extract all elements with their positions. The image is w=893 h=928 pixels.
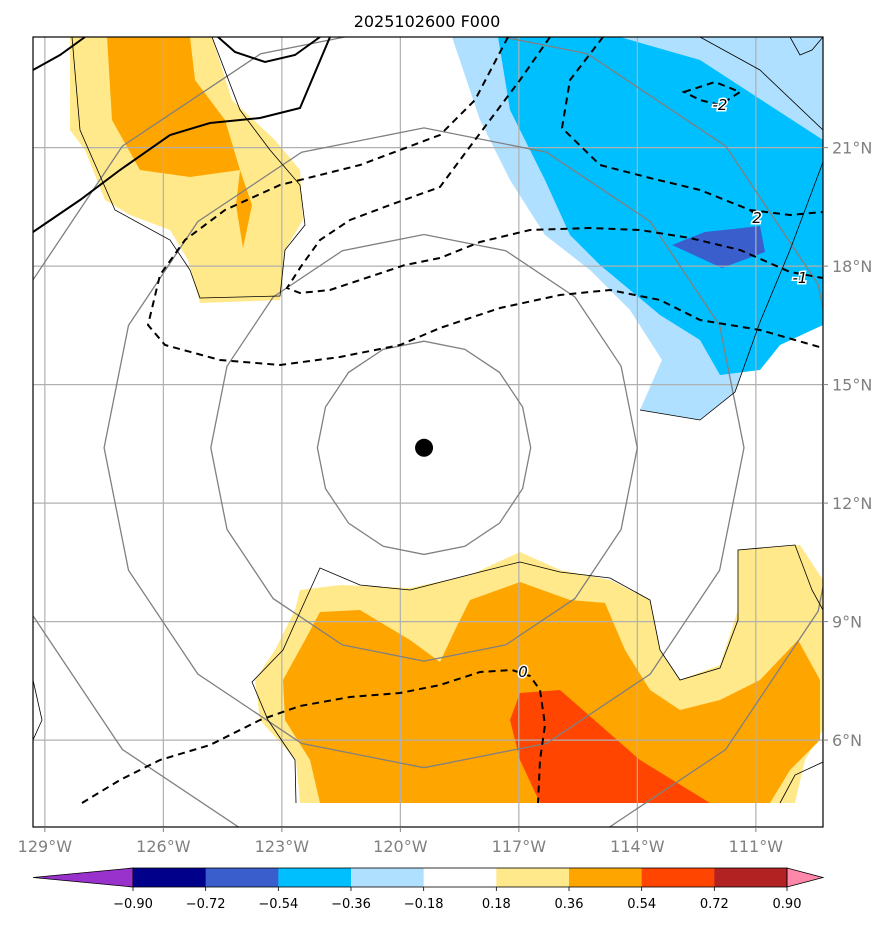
dashed-contour-zero	[81, 668, 547, 804]
colorbar-tick-label-1: −0.72	[186, 897, 226, 912]
y-tick-label-4: 18°N	[832, 257, 872, 276]
map-area: 2 -2 -1 0	[33, 37, 823, 827]
colorbar-frame	[132, 867, 788, 888]
chart-title: 2025102600 F000	[354, 12, 501, 31]
range-ring-3	[33, 37, 823, 827]
solid-contour-2	[33, 37, 331, 233]
x-tick-label-1: 126°W	[136, 837, 191, 856]
colorbar-bin-1	[205, 868, 279, 887]
thin-outline-nw	[71, 37, 306, 299]
x-tick-label-4: 117°W	[492, 837, 547, 856]
x-tick-label-5: 114°W	[610, 837, 665, 856]
y-axis-ticks: 6°N 9°N 12°N 15°N 18°N 21°N	[823, 139, 872, 750]
dashed-contour-m1-inner	[285, 37, 823, 295]
colorbar-tick-label-9: 0.90	[773, 897, 802, 912]
y-tick-label-0: 6°N	[832, 731, 862, 750]
contour-label-2: -1	[793, 269, 808, 287]
y-tick-label-1: 9°N	[832, 613, 862, 632]
colorbar-bin-5	[496, 868, 570, 887]
range-ring-0	[316, 340, 532, 556]
thin-outline-south	[251, 544, 823, 804]
y-tick-label-2: 12°N	[832, 494, 872, 513]
solid-contour-1	[33, 37, 86, 71]
colorbar-extend-max	[786, 867, 825, 888]
range-rings	[33, 37, 823, 827]
positive-shading-nw-mid	[107, 37, 240, 177]
thin-outline-corner	[789, 37, 823, 56]
colorbar-tick-label-5: 0.18	[482, 897, 511, 912]
contour-label-1: -2	[713, 96, 728, 114]
colorbar-tick-label-2: −0.54	[258, 897, 298, 912]
colorbar-tick-label-0: −0.90	[113, 897, 153, 912]
colorbar-bin-6	[569, 868, 643, 887]
colorbar-bin-4	[423, 868, 497, 887]
map-frame	[32, 36, 824, 828]
contour-labels: 2 -2 -1 0	[517, 95, 809, 683]
x-tick-label-2: 123°W	[255, 837, 310, 856]
positive-shading-nw-tongue	[236, 170, 252, 248]
colorbar-bin-3	[351, 868, 425, 887]
lat-lon-grid	[33, 37, 823, 827]
thin-outline-ne	[639, 161, 823, 421]
colorbar-bin-8	[714, 868, 788, 887]
colorbar-tick-label-4: −0.18	[404, 897, 444, 912]
colorbar-tick-label-3: −0.36	[331, 897, 371, 912]
x-tick-label-3: 120°W	[373, 837, 428, 856]
dashed-contour-short	[749, 209, 761, 219]
colorbar-bin-0	[133, 868, 207, 887]
contour-label-3: 0	[518, 663, 528, 681]
x-axis-ticks: 129°W 126°W 123°W 120°W 117°W 114°W 111°W	[18, 827, 784, 856]
positive-shading-south-dark	[510, 690, 710, 803]
colorbar-tick-label-8: 0.72	[700, 897, 729, 912]
thin-outline-se	[779, 761, 823, 804]
contour-label-0: 2	[752, 209, 762, 227]
x-tick-label-6: 111°W	[729, 837, 784, 856]
x-tick-label-0: 129°W	[18, 837, 73, 856]
y-tick-label-3: 15°N	[832, 376, 872, 395]
negative-shading-ne-dark	[672, 226, 765, 268]
dashed-contour-m2	[560, 37, 823, 217]
colorbar-tick-label-7: 0.54	[627, 897, 656, 912]
negative-shading-ne-mid	[498, 37, 823, 375]
colorbar: −0.90 −0.72 −0.54 −0.36 −0.18 0.18 0.36 0.54 0.7…	[32, 867, 825, 912]
range-ring-1	[210, 233, 638, 662]
dashed-contour-m1-outer	[146, 37, 823, 367]
center-marker	[415, 438, 434, 457]
colorbar-tick-label-6: 0.36	[555, 897, 584, 912]
colorbar-bin-2	[278, 868, 352, 887]
range-ring-2	[103, 127, 745, 769]
y-tick-label-5: 21°N	[832, 139, 872, 158]
thin-outline-west	[33, 679, 43, 741]
solid-contour-3	[217, 37, 321, 64]
colorbar-bin-7	[641, 868, 715, 887]
thin-outline-ne-top	[699, 37, 823, 131]
dashed-contour-m2-loop	[681, 80, 743, 107]
colorbar-extend-min	[32, 867, 134, 888]
